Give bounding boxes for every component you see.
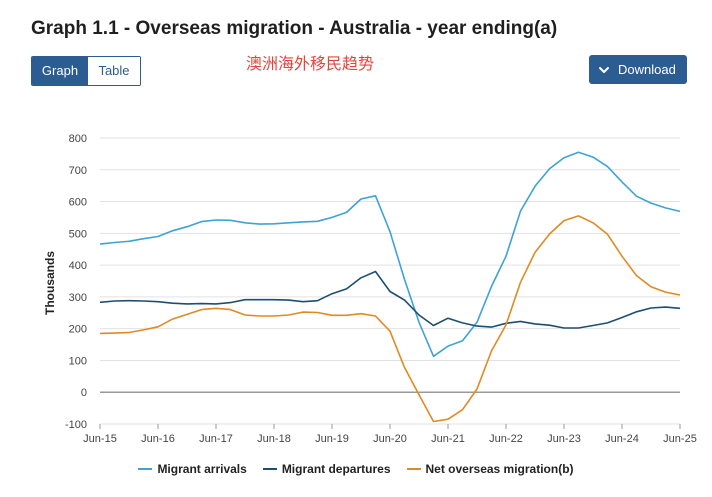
y-tick-label: 200	[69, 324, 87, 336]
x-tick-label: Jun-18	[257, 433, 291, 445]
x-axis-ticks: Jun-15 Jun-16 Jun-17 Jun-18 Jun-19 Jun-20 Jun-…	[83, 424, 697, 445]
y-axis-label: Thousands	[43, 251, 57, 315]
series-line-2	[99, 215, 681, 423]
y-tick-label: -100	[65, 419, 87, 431]
y-tick-label: 100	[69, 355, 87, 367]
series-line-0	[99, 151, 681, 358]
x-tick-label: Jun-21	[431, 433, 465, 445]
x-tick-label: Jun-23	[547, 433, 581, 445]
y-tick-label: 700	[69, 165, 87, 177]
x-tick-label: Jun-16	[141, 433, 175, 445]
view-toggle: Graph Table	[31, 56, 141, 86]
legend-swatch	[406, 468, 421, 470]
x-tick-label: Jun-15	[83, 433, 117, 445]
y-axis-ticks: -100 0 100 200 300 400 500 600 700 800	[65, 133, 87, 431]
y-tick-label: 800	[69, 133, 87, 145]
x-tick-label: Jun-19	[315, 433, 349, 445]
y-tick-label: 500	[69, 228, 87, 240]
legend-label: Migrant arrivals	[157, 462, 247, 476]
table-tab[interactable]: Table	[88, 57, 140, 85]
y-tick-label: 0	[81, 387, 87, 399]
series-line-1	[99, 270, 681, 329]
legend-item[interactable]: Migrant departures	[262, 462, 391, 476]
x-tick-label: Jun-24	[605, 433, 639, 445]
y-tick-label: 400	[69, 260, 87, 272]
y-tick-label: 300	[69, 292, 87, 304]
x-tick-label: Jun-17	[199, 433, 233, 445]
legend-item[interactable]: Migrant arrivals	[138, 462, 247, 476]
download-label: Download	[618, 62, 676, 77]
series-lines	[99, 151, 681, 423]
chart-legend: Migrant arrivals Migrant departures Net ov…	[0, 462, 712, 476]
chevron-down-icon	[598, 64, 610, 76]
legend-label: Migrant departures	[281, 462, 391, 476]
legend-label: Net overseas migration(b)	[425, 462, 574, 476]
x-tick-label: Jun-25	[663, 433, 697, 445]
page-title: Graph 1.1 - Overseas migration - Austral…	[31, 18, 558, 39]
graph-tab[interactable]: Graph	[32, 57, 88, 85]
chinese-annotation: 澳洲海外移民趋势	[246, 54, 375, 73]
y-tick-label: 600	[69, 197, 87, 209]
download-button[interactable]: Download	[589, 55, 687, 84]
legend-swatch	[138, 468, 153, 470]
x-tick-label: Jun-22	[489, 433, 523, 445]
legend-item[interactable]: Net overseas migration(b)	[406, 462, 574, 476]
legend-swatch	[262, 468, 277, 470]
x-tick-label: Jun-20	[373, 433, 407, 445]
grid-lines	[100, 137, 680, 425]
